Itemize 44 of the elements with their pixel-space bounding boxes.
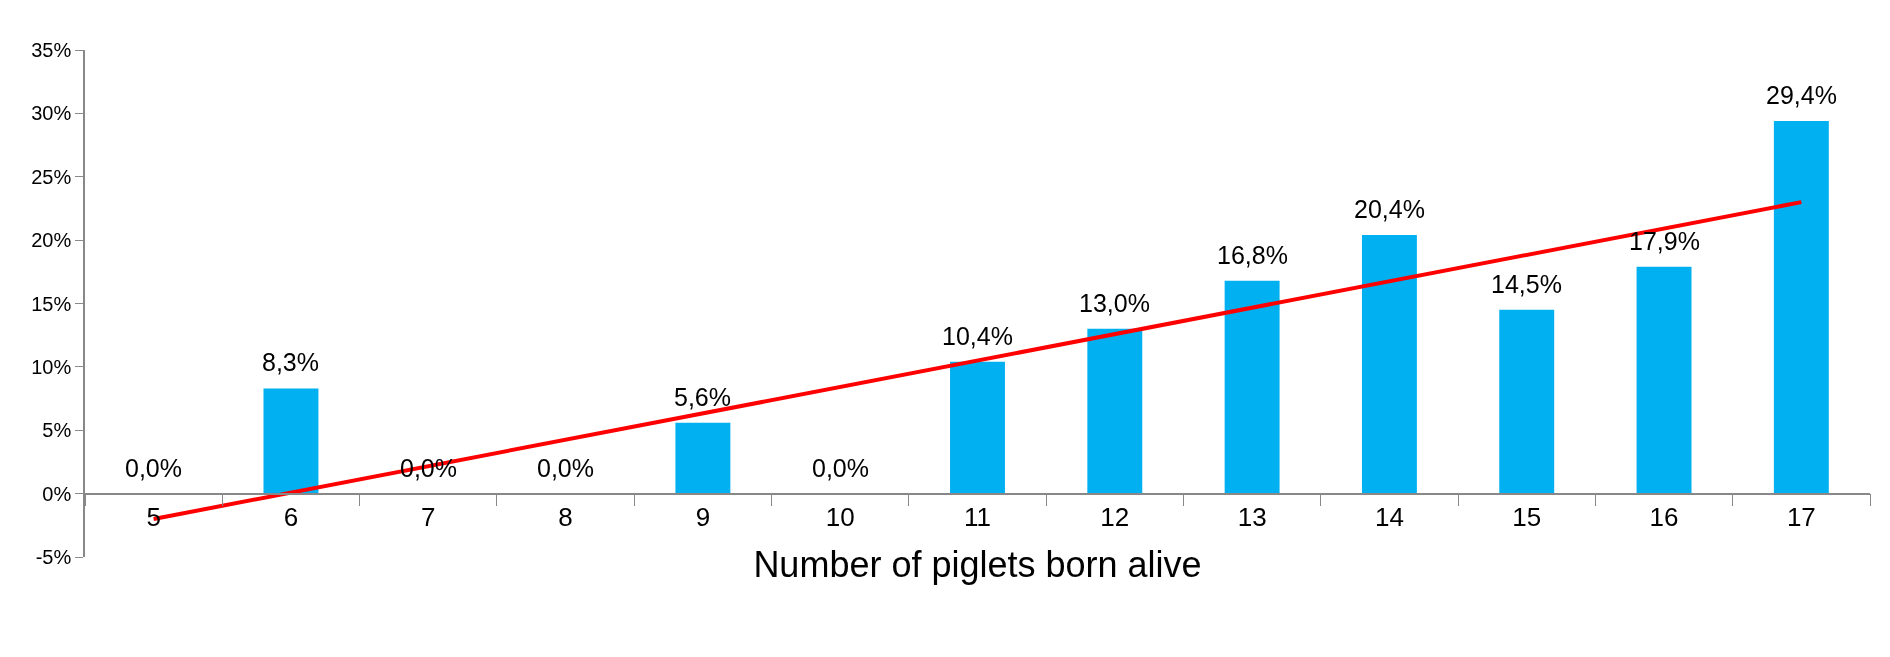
x-axis-title: Number of piglets born alive <box>753 543 1202 585</box>
bar <box>263 388 319 494</box>
y-tick-label: -5% <box>35 546 72 568</box>
y-tick-label: 15% <box>31 292 72 315</box>
data-label: 14,5% <box>1491 270 1562 298</box>
x-tick-label: 16 <box>1649 501 1679 532</box>
x-tick-label: 9 <box>695 501 711 532</box>
data-label: 16,8% <box>1217 241 1288 269</box>
x-tick-label: 6 <box>283 501 299 532</box>
x-tick-label: 5 <box>146 501 161 532</box>
data-label: 17,9% <box>1629 227 1700 255</box>
bar <box>1636 266 1692 494</box>
y-tick-label: 5% <box>42 419 72 442</box>
data-label: 29,4% <box>1766 81 1837 109</box>
bar <box>1499 309 1555 494</box>
x-tick-label: 17 <box>1786 501 1816 532</box>
data-label: 0,0% <box>812 454 869 482</box>
data-label: 0,0% <box>537 454 594 482</box>
data-label: 5,6% <box>674 383 731 411</box>
data-label: 8,3% <box>262 348 319 376</box>
bar <box>950 361 1005 494</box>
x-tick-label: 13 <box>1237 501 1267 532</box>
x-tick-label: 10 <box>825 501 855 532</box>
bar <box>1087 328 1143 494</box>
data-label: 13,0% <box>1079 289 1150 317</box>
x-tick-label: 12 <box>1100 501 1130 532</box>
bar <box>1224 280 1280 494</box>
y-tick-label: 20% <box>31 229 72 252</box>
y-tick-label: 35% <box>31 39 72 61</box>
y-tick-label: 10% <box>31 355 72 378</box>
y-tick-label: 30% <box>31 102 72 125</box>
x-tick-label: 7 <box>421 501 436 532</box>
x-tick-label: 11 <box>964 501 991 532</box>
data-label: 10,4% <box>942 322 1013 350</box>
bar <box>1361 235 1417 494</box>
y-tick-label: 25% <box>31 165 72 188</box>
data-label: 20,4% <box>1354 195 1425 223</box>
x-tick-label: 8 <box>558 501 573 532</box>
bar <box>1773 120 1829 494</box>
data-label: 0,0% <box>125 454 182 482</box>
x-tick-label: 15 <box>1512 501 1542 532</box>
y-tick-label: 0% <box>42 482 72 505</box>
x-tick-label: 14 <box>1374 501 1404 532</box>
bar <box>675 422 731 494</box>
